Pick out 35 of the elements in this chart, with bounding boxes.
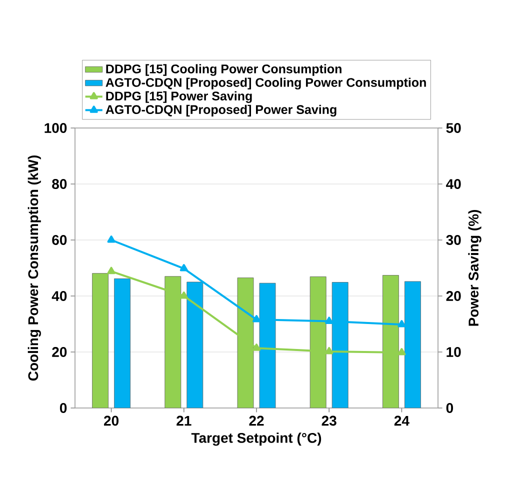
x-tick-label: 24 [394, 416, 410, 426]
x-tick-label: 21 [176, 416, 192, 426]
legend-label: AGTO-CDQN [Proposed] Power Saving [106, 104, 336, 117]
point [398, 320, 406, 328]
x-tick-label: 22 [249, 416, 264, 426]
point [107, 266, 116, 274]
point [325, 346, 334, 354]
y2-tick-label: 0 [446, 403, 454, 413]
point [180, 264, 188, 272]
y-tick-label: 20 [52, 347, 67, 357]
point [180, 292, 188, 299]
x-tick-label: 20 [104, 416, 119, 426]
y-tick-label: 60 [52, 235, 67, 245]
y2-tick-label: 30 [446, 235, 461, 245]
y-tick-label: 0 [60, 403, 67, 413]
x-axis-title: Target Setpoint (°C) [191, 432, 322, 446]
point [107, 236, 116, 243]
point [252, 344, 261, 351]
y-tick-label: 100 [44, 123, 67, 133]
y-tick-label: 80 [52, 179, 67, 189]
legend-label: DDPG [15] Power Saving [106, 91, 252, 103]
point [252, 315, 261, 322]
y-axis-title: Cooling Power Consumption (kW) [28, 156, 41, 381]
y2-tick-label: 40 [446, 179, 461, 189]
point [325, 316, 334, 324]
y2-axis-title: Power Saving (%) [468, 210, 482, 326]
y2-tick-label: 10 [446, 347, 461, 357]
y2-tick-label: 20 [446, 291, 461, 301]
legend-label: AGTO-CDQN [Proposed] Cooling Power Consumption [106, 78, 426, 90]
bar [114, 278, 130, 408]
y2-tick-label: 50 [446, 123, 461, 133]
x-tick-label: 23 [322, 416, 336, 426]
y-tick-label: 40 [52, 291, 67, 301]
legend-label: DDPG [15] Cooling Power Consumption [106, 64, 342, 76]
point [398, 348, 406, 356]
